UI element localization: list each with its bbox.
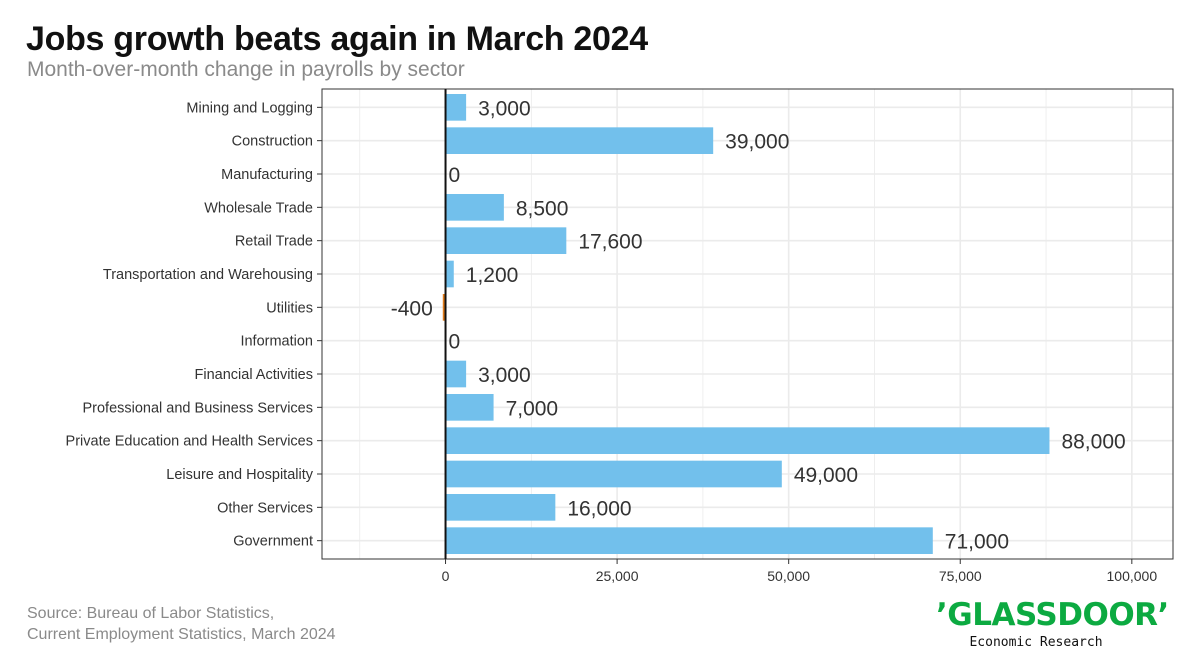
category-label: Transportation and Warehousing <box>103 267 313 283</box>
data-label: 71,000 <box>945 531 1009 554</box>
logo-wordmark: ’GLASSDOOR’ <box>936 597 1169 633</box>
x-tick-label: 0 <box>442 568 450 584</box>
x-tick-label: 25,000 <box>596 568 639 584</box>
source-note: Source: Bureau of Labor Statistics, Curr… <box>27 603 336 645</box>
data-label: 3,000 <box>478 364 531 387</box>
bar <box>445 360 467 388</box>
source-line-2: Current Employment Statistics, March 202… <box>27 626 336 643</box>
axes <box>317 88 1174 564</box>
data-label: 49,000 <box>794 464 858 487</box>
category-label: Manufacturing <box>221 167 313 183</box>
data-label: 17,600 <box>578 231 642 254</box>
chart-title: Jobs growth beats again in March 2024 <box>26 20 648 58</box>
bar <box>445 127 714 154</box>
data-label: 88,000 <box>1061 431 1125 454</box>
category-label: Retail Trade <box>235 234 313 250</box>
category-label: Financial Activities <box>195 367 313 383</box>
x-tick-label: 50,000 <box>767 568 810 584</box>
bar <box>445 527 933 554</box>
data-label: 7,000 <box>506 397 559 420</box>
data-label: 39,000 <box>725 131 789 154</box>
data-label: 0 <box>449 164 461 187</box>
category-label: Government <box>233 534 313 550</box>
x-tick-label: 75,000 <box>939 568 982 584</box>
data-label: 3,000 <box>478 97 531 120</box>
bar <box>445 227 567 254</box>
data-label: 8,500 <box>516 197 569 220</box>
logo-tagline: Economic Research <box>969 635 1103 650</box>
bars <box>442 94 1050 554</box>
bar <box>445 260 454 288</box>
data-label: 0 <box>449 331 461 354</box>
category-label: Construction <box>232 134 313 150</box>
grid-lines <box>322 89 1173 559</box>
data-label: 16,000 <box>567 497 631 520</box>
category-label: Private Education and Health Services <box>66 434 313 450</box>
bar <box>445 94 467 121</box>
bar <box>442 294 446 321</box>
x-tick-label: 100,000 <box>1107 568 1158 584</box>
chart-subtitle: Month-over-month change in payrolls by s… <box>27 58 465 81</box>
bar <box>445 394 494 421</box>
category-label: Wholesale Trade <box>204 200 313 216</box>
bar <box>445 494 556 521</box>
data-label: -400 <box>391 297 433 320</box>
labels: Mining and Logging Construction Manufactur… <box>66 97 1158 584</box>
category-label: Utilities <box>266 300 313 316</box>
category-label: Information <box>240 334 313 350</box>
category-label: Leisure and Hospitality <box>166 467 313 483</box>
plot-border <box>321 88 1174 560</box>
glassdoor-logo: ’GLASSDOOR’ Economic Research <box>936 597 1169 650</box>
category-label: Professional and Business Services <box>82 400 313 416</box>
bar <box>445 460 782 488</box>
category-label: Mining and Logging <box>186 100 313 116</box>
bar <box>445 194 504 221</box>
category-label: Other Services <box>217 500 313 516</box>
bar <box>445 427 1050 454</box>
source-line-1: Source: Bureau of Labor Statistics, <box>27 605 275 622</box>
data-label: 1,200 <box>466 264 519 287</box>
